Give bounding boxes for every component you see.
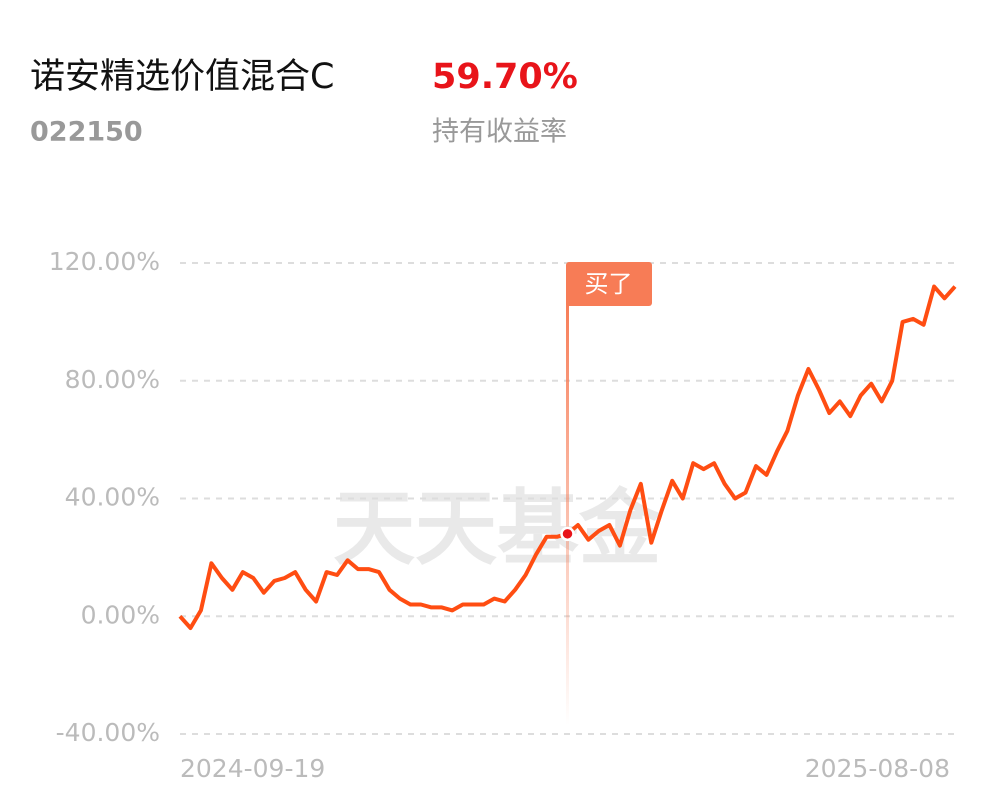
buy-flag [566, 262, 652, 306]
buy-flag-label: 买了 [585, 270, 633, 298]
buy-point [560, 526, 575, 542]
y-tick-label: -40.00% [56, 718, 160, 747]
y-tick-label: 40.00% [65, 483, 160, 512]
fund-title: 诺安精选价值混合C [30, 57, 334, 97]
return-value: 59.70% [432, 57, 578, 97]
y-tick-label: 80.00% [65, 365, 160, 394]
buy-line [566, 300, 569, 725]
x-tick-label: 2025-08-08 [805, 754, 950, 783]
y-tick-label: 120.00% [49, 247, 160, 276]
x-tick-label: 2024-09-19 [180, 754, 325, 783]
fund-code: 022150 [30, 117, 143, 148]
y-tick-label: 0.00% [81, 600, 160, 629]
return-label: 持有收益率 [432, 117, 567, 148]
